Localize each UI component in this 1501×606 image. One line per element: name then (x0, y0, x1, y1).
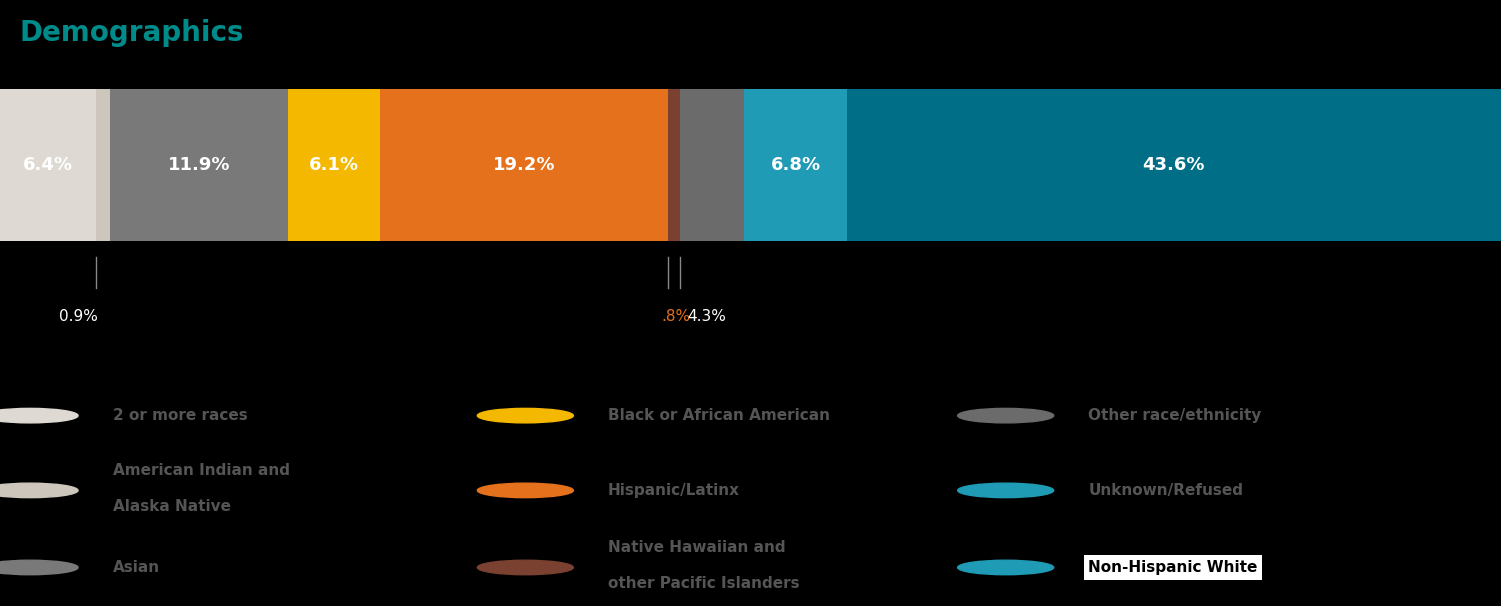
Text: Demographics: Demographics (20, 19, 245, 47)
Bar (0, 89, 96, 241)
Circle shape (958, 408, 1054, 423)
Text: 4.3%: 4.3% (687, 309, 726, 324)
Circle shape (958, 483, 1054, 498)
Text: .8%: .8% (660, 309, 690, 324)
Bar (380, 89, 668, 241)
Circle shape (477, 483, 573, 498)
Bar (110, 89, 288, 241)
Bar (96, 89, 110, 241)
Bar (744, 89, 847, 241)
Text: 6.1%: 6.1% (309, 156, 359, 174)
Text: Non-Hispanic White: Non-Hispanic White (1088, 560, 1258, 575)
Text: 43.6%: 43.6% (1142, 156, 1205, 174)
Text: American Indian and: American Indian and (113, 462, 290, 478)
Text: Other race/ethnicity: Other race/ethnicity (1088, 408, 1262, 423)
Bar (680, 89, 744, 241)
Circle shape (0, 483, 78, 498)
Bar (288, 89, 380, 241)
Text: 11.9%: 11.9% (168, 156, 230, 174)
Bar (668, 89, 680, 241)
Text: Black or African American: Black or African American (608, 408, 830, 423)
Circle shape (958, 560, 1054, 574)
Circle shape (477, 560, 573, 574)
Text: Unknown/Refused: Unknown/Refused (1088, 483, 1243, 498)
Bar (847, 89, 1501, 241)
Text: 6.4%: 6.4% (23, 156, 74, 174)
Text: other Pacific Islanders: other Pacific Islanders (608, 576, 800, 591)
Text: 19.2%: 19.2% (492, 156, 555, 174)
Circle shape (0, 560, 78, 574)
Text: 2 or more races: 2 or more races (113, 408, 248, 423)
Text: 0.9%: 0.9% (59, 309, 98, 324)
Text: Hispanic/Latinx: Hispanic/Latinx (608, 483, 740, 498)
Circle shape (0, 408, 78, 423)
Circle shape (477, 408, 573, 423)
Text: Native Hawaiian and: Native Hawaiian and (608, 539, 785, 554)
Text: Asian: Asian (113, 560, 159, 575)
Text: 6.8%: 6.8% (770, 156, 821, 174)
Text: Alaska Native: Alaska Native (113, 499, 231, 514)
